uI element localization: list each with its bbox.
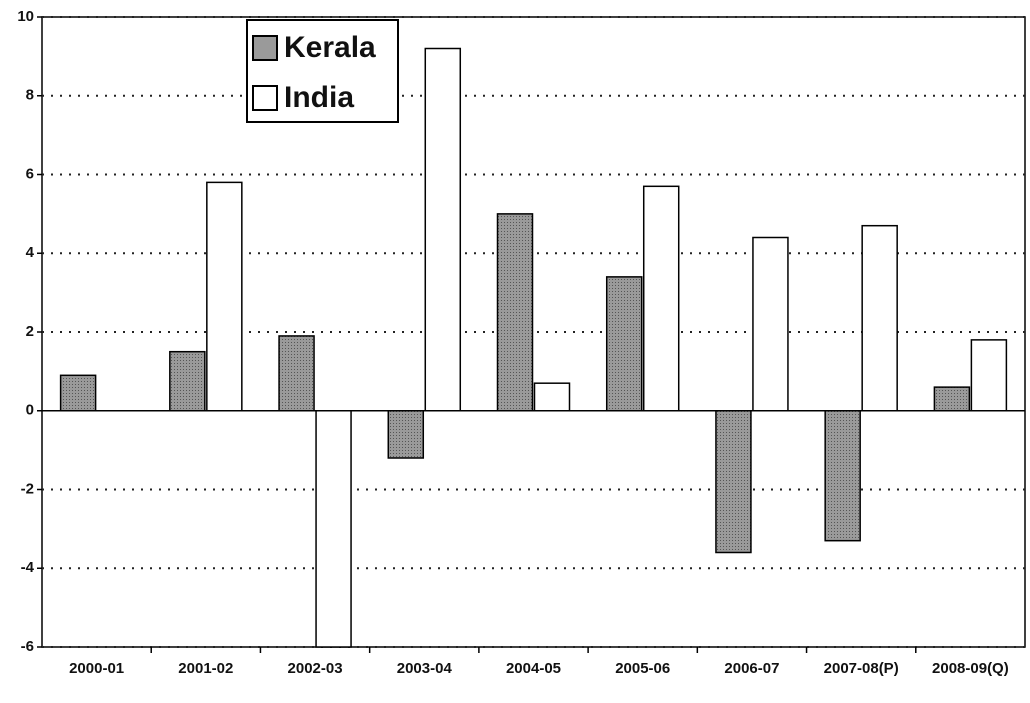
bar [752, 236, 789, 412]
y-tick-label: -2 [21, 480, 34, 497]
bar [169, 350, 206, 412]
bar [533, 382, 571, 412]
bar [496, 213, 534, 412]
bar [278, 335, 315, 412]
y-tick-label: 10 [17, 8, 34, 25]
legend-label: Kerala [284, 31, 376, 64]
x-tick-label: 2006-07 [724, 660, 779, 677]
x-tick-label: 2005-06 [615, 660, 670, 677]
bar [715, 410, 752, 554]
legend: Kerala India [246, 19, 399, 123]
legend-swatch [252, 35, 278, 61]
x-tick-label: 2004-05 [506, 660, 561, 677]
bar [206, 181, 243, 412]
legend-swatch [252, 85, 278, 111]
y-tick-label: 4 [26, 244, 35, 261]
y-tick-label: 2 [26, 323, 34, 340]
y-tick-label: -6 [21, 638, 34, 655]
y-tick-label: 0 [26, 402, 34, 419]
y-tick-label: -4 [21, 559, 35, 576]
bar [970, 339, 1008, 412]
x-tick-label: 2001-02 [178, 660, 233, 677]
bar [605, 276, 643, 412]
bar [861, 224, 898, 412]
x-tick-label: 2003-04 [397, 660, 453, 677]
bar [424, 47, 462, 412]
bar [933, 386, 971, 412]
x-tick-label: 2007-08(P) [824, 660, 899, 677]
y-tick-label: 6 [26, 165, 34, 182]
x-tick-label: 2002-03 [288, 660, 343, 677]
bar [824, 410, 861, 542]
x-tick-label: 2000-01 [69, 660, 124, 677]
bar [59, 374, 97, 412]
bar [315, 410, 352, 648]
bar [642, 185, 680, 412]
bar [387, 410, 425, 459]
y-tick-label: 8 [26, 87, 34, 104]
x-tick-label: 2008-09(Q) [932, 660, 1009, 677]
legend-label: India [284, 81, 354, 114]
